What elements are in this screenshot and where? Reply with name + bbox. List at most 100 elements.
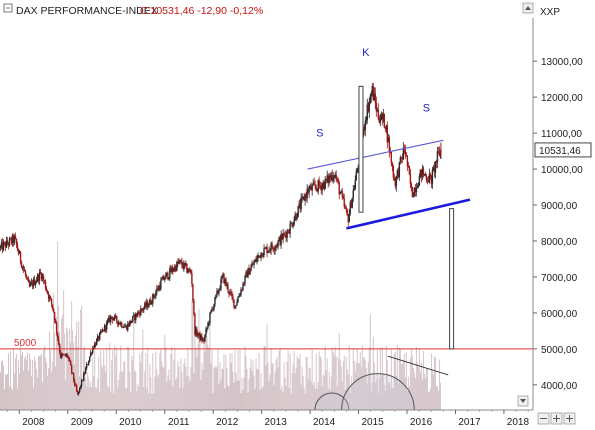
scroll-up-button[interactable] (522, 2, 534, 14)
candle-body (122, 327, 124, 329)
candle-body (262, 255, 264, 257)
candle-body (407, 165, 410, 167)
candle-body (143, 307, 145, 311)
collapse-icon[interactable] (3, 3, 13, 13)
candle-body (329, 176, 331, 179)
candle-body (107, 320, 109, 323)
candle-body (41, 276, 44, 280)
candle-body (105, 325, 107, 330)
candle-body (435, 161, 438, 163)
candle-body (386, 125, 389, 143)
index-title: DAX PERFORMANCE-INDEX (16, 5, 158, 17)
scroll-down-button[interactable] (517, 395, 529, 407)
candle-body (375, 102, 377, 112)
candle-body (213, 304, 215, 310)
candle-body (265, 247, 267, 249)
candle-body (210, 310, 212, 314)
candle-body (38, 272, 41, 281)
candle-body (40, 273, 43, 280)
candle-body (49, 296, 52, 299)
candle-body (346, 209, 348, 216)
candle-body (246, 272, 248, 278)
candle-body (267, 250, 269, 253)
y-tick-label: 4000,00 (541, 381, 578, 392)
candle-body (51, 304, 54, 309)
candle-body (288, 232, 290, 234)
candle-body (68, 358, 71, 361)
candle-body (72, 373, 75, 381)
candle-body (272, 247, 274, 250)
candle-body (15, 238, 18, 245)
candle-body (293, 220, 295, 225)
support-line (346, 198, 471, 230)
candle-body (82, 373, 85, 381)
candle-body (112, 316, 114, 321)
candle-body (406, 155, 409, 166)
candle-body (417, 185, 420, 188)
candle-body (217, 290, 219, 294)
candle-body (4, 242, 7, 248)
candle-body (114, 315, 116, 319)
candle-body (65, 354, 68, 357)
candle-body (219, 288, 221, 290)
candle-body (129, 320, 131, 327)
header: DAX PERFORMANCE-INDEX C:10531,46 -12,90 … (0, 0, 595, 18)
candle-body (13, 235, 16, 243)
candle-body (418, 175, 421, 186)
candle-body (254, 259, 256, 263)
candle-body (195, 328, 197, 335)
candle-body (266, 247, 268, 253)
candle-body (370, 93, 372, 97)
candle-body (337, 178, 339, 183)
candle-body (235, 305, 237, 307)
candle-body (291, 223, 293, 227)
candle-body (397, 170, 400, 178)
candle-body (28, 282, 31, 286)
candle-body (244, 275, 246, 284)
candle-body (78, 387, 81, 392)
candle-body (312, 182, 314, 186)
candle-body (343, 198, 345, 207)
candle-body (374, 93, 376, 103)
candle-body (37, 274, 40, 281)
candle-body (290, 223, 292, 225)
candle-body (222, 273, 224, 278)
candle-body (11, 235, 14, 243)
candle-body (162, 276, 164, 280)
zoom-controls[interactable] (537, 412, 576, 425)
candle-body (0, 246, 2, 249)
candle-body (192, 284, 194, 301)
arrow-down-icon (520, 399, 526, 403)
candle-body (399, 157, 402, 162)
candle-body (50, 298, 53, 305)
candle-body (106, 322, 108, 330)
candle-body (103, 329, 105, 332)
candle-body (316, 188, 318, 192)
candle-body (352, 190, 354, 199)
candle-body (338, 182, 340, 195)
candle-body (353, 188, 355, 191)
candle-body (180, 260, 182, 262)
candle-body (250, 266, 252, 271)
candle-body (253, 262, 255, 265)
candle-body (391, 163, 394, 166)
candle-body (419, 169, 422, 176)
candle-body (249, 270, 251, 275)
candle-body (181, 261, 183, 266)
candle-body (136, 313, 138, 316)
candle-body (354, 180, 356, 189)
candle-body (135, 313, 137, 321)
candle-body (363, 127, 365, 131)
candle-body (412, 196, 415, 198)
candle-body (351, 198, 353, 208)
candle-body (17, 250, 20, 254)
candle-body (220, 279, 222, 289)
x-tick-label: 2013 (265, 417, 288, 428)
candle-body (331, 174, 333, 181)
candle-body (208, 322, 210, 324)
candle-body (287, 230, 289, 233)
arrow-up-icon (525, 6, 531, 10)
y-tick-label: 10000,00 (541, 165, 583, 176)
candle-body (380, 113, 383, 121)
candle-body (0, 242, 3, 247)
